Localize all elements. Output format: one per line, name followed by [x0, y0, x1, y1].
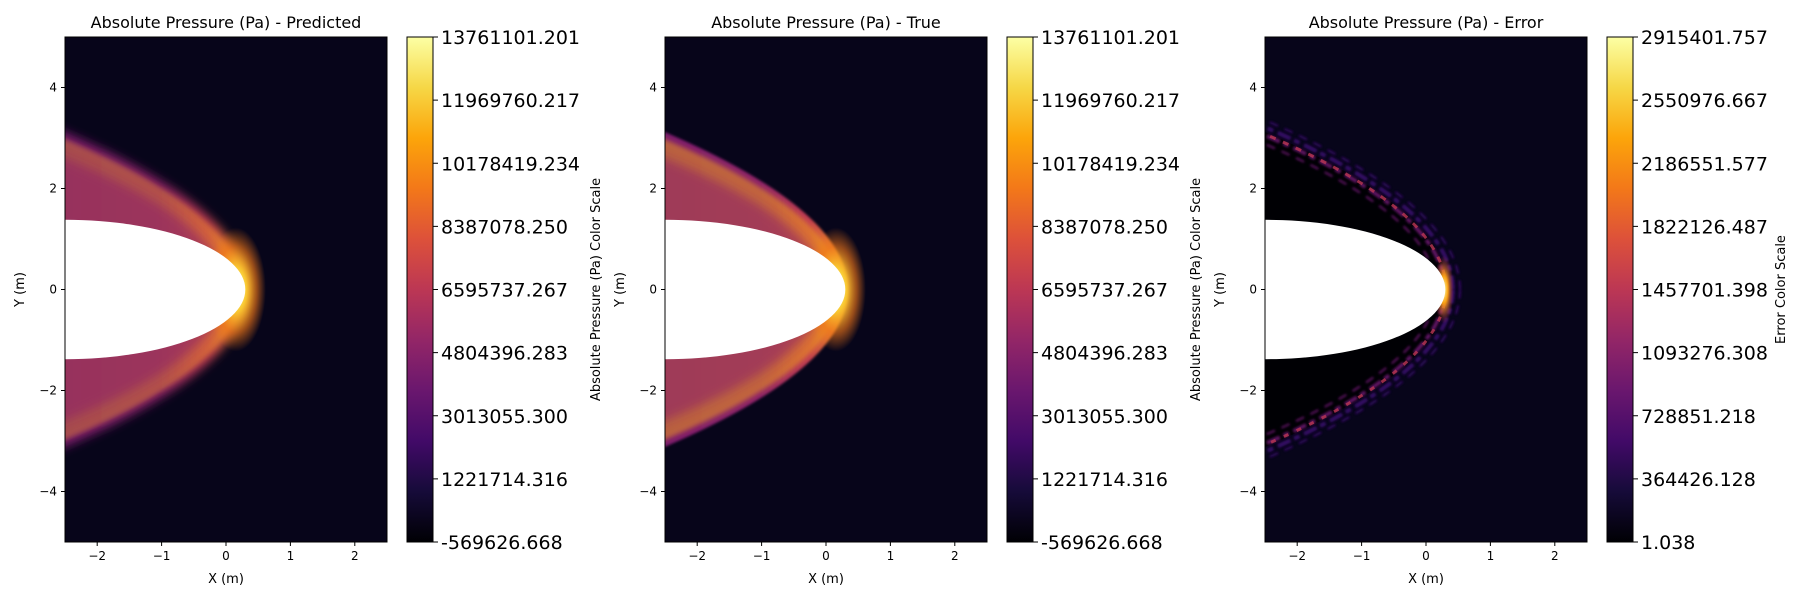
colorbar-tick-label: 4804396.283 — [441, 343, 568, 365]
x-tick-label: 2 — [351, 549, 359, 563]
chart-panel-3: Absolute Pressure (Pa) - Error −2 −1 0 1 2 −4 −… — [1213, 13, 1789, 587]
y-tick-label: 0 — [649, 283, 657, 297]
y-tick-label: −4 — [39, 485, 57, 499]
y-tick-label: −2 — [639, 384, 657, 398]
x-tick-label: 0 — [822, 549, 830, 563]
y-axis-label: Y (m) — [13, 272, 28, 308]
colorbar: 13761101.201 11969760.217 10178419.234 8387… — [1006, 27, 1204, 554]
y-tick-label: −4 — [639, 485, 657, 499]
colorbar-tick-label: 1221714.316 — [1041, 469, 1168, 491]
colorbar-tick-label: 2186551.577 — [1641, 153, 1768, 175]
error-streak — [1265, 143, 1437, 290]
y-tick-label: 2 — [49, 182, 57, 196]
colorbar-tick-label: 364426.128 — [1641, 469, 1756, 491]
error-streak — [1265, 289, 1437, 436]
x-tick-label: 1 — [287, 549, 295, 563]
colorbar-tick-label: 2915401.757 — [1641, 27, 1768, 49]
x-axis-label: X (m) — [1408, 572, 1444, 587]
x-tick-label: −2 — [88, 549, 106, 563]
colorbar-tick-label: 6595737.267 — [441, 280, 568, 302]
colorbar-tick-label: 8387078.250 — [1041, 216, 1168, 238]
x-tick-label: 2 — [1551, 549, 1559, 563]
y-axis-label: Y (m) — [613, 272, 628, 308]
colorbar-tick-label: 2550976.667 — [1641, 90, 1768, 112]
colorbar-tick-label: 11969760.217 — [1041, 90, 1180, 112]
x-axis-label: X (m) — [208, 572, 244, 587]
colorbar-gradient — [1006, 36, 1034, 543]
heatmap-field — [1265, 37, 1587, 542]
colorbar-tick-label: 10178419.234 — [441, 153, 580, 175]
colorbar-tick-label: 11969760.217 — [441, 90, 580, 112]
colorbar-label: Error Color Scale — [1774, 235, 1789, 344]
chart-title: Absolute Pressure (Pa) - True — [711, 13, 941, 32]
y-tick-label: 2 — [1249, 182, 1257, 196]
colorbar-tick-label: 6595737.267 — [1041, 280, 1168, 302]
body-mask — [665, 219, 846, 360]
y-tick-label: 0 — [49, 283, 57, 297]
colorbar-tick-label: 1457701.398 — [1641, 280, 1768, 302]
colorbar-label: Absolute Pressure (Pa) Color Scale — [589, 178, 604, 401]
colorbar-tick-label: 13761101.201 — [441, 27, 580, 49]
error-streak — [1265, 119, 1461, 290]
x-tick-label: −1 — [1353, 549, 1371, 563]
y-tick-label: 4 — [1249, 81, 1257, 95]
colorbar-tick-label: -569626.668 — [1041, 532, 1163, 554]
x-tick-label: 1 — [887, 549, 895, 563]
y-axis-label: Y (m) — [1213, 272, 1228, 308]
y-tick-label: −4 — [1239, 485, 1257, 499]
y-tick-label: 0 — [1249, 283, 1257, 297]
chart-panel-2: Absolute Pressure (Pa) - True −2 −1 0 1 2 −4 −2… — [613, 13, 1204, 587]
y-tick-label: −2 — [1239, 384, 1257, 398]
y-tick-label: 2 — [649, 182, 657, 196]
colorbar-label: Absolute Pressure (Pa) Color Scale — [1189, 178, 1204, 401]
x-tick-label: −2 — [1288, 549, 1306, 563]
colorbar-tick-label: 3013055.300 — [441, 406, 568, 428]
chart-panel-1: Absolute Pressure (Pa) - Predicted −2 −1 0 1… — [13, 13, 604, 587]
x-tick-label: 0 — [222, 549, 230, 563]
x-tick-label: 1 — [1487, 549, 1495, 563]
body-mask — [65, 219, 246, 360]
colorbar-tick-label: 3013055.300 — [1041, 406, 1168, 428]
colorbar-tick-label: 13761101.201 — [1041, 27, 1180, 49]
error-streak — [1265, 289, 1447, 447]
colorbar-tick-label: -569626.668 — [441, 532, 563, 554]
colorbar-tick-label: 1.038 — [1641, 532, 1695, 554]
colorbar-gradient — [406, 36, 434, 543]
colorbar: 2915401.757 2550976.667 2186551.577 1822126… — [1606, 27, 1789, 554]
y-tick-label: 4 — [649, 81, 657, 95]
colorbar: 13761101.201 11969760.217 10178419.234 8387… — [406, 27, 604, 554]
colorbar-tick-label: 1221714.316 — [441, 469, 568, 491]
error-streak — [1265, 132, 1447, 290]
y-tick-label: 4 — [49, 81, 57, 95]
colorbar-tick-label: 10178419.234 — [1041, 153, 1180, 175]
x-tick-label: 2 — [951, 549, 959, 563]
chart-title: Absolute Pressure (Pa) - Predicted — [91, 13, 362, 32]
heatmap-field — [665, 37, 987, 542]
colorbar-tick-label: 4804396.283 — [1041, 343, 1168, 365]
x-tick-label: −1 — [753, 549, 771, 563]
x-tick-label: −2 — [688, 549, 706, 563]
colorbar-tick-label: 728851.218 — [1641, 406, 1756, 428]
heatmap-field — [65, 37, 387, 542]
x-axis-label: X (m) — [808, 572, 844, 587]
colorbar-tick-label: 1822126.487 — [1641, 216, 1768, 238]
error-streak — [1265, 124, 1455, 290]
y-tick-label: −2 — [39, 384, 57, 398]
x-tick-label: 0 — [1422, 549, 1430, 563]
body-mask — [1265, 219, 1446, 360]
colorbar-gradient — [1606, 36, 1634, 543]
x-tick-label: −1 — [153, 549, 171, 563]
error-streak — [1265, 289, 1455, 455]
chart-title: Absolute Pressure (Pa) - Error — [1309, 13, 1544, 32]
colorbar-tick-label: 8387078.250 — [441, 216, 568, 238]
error-streak — [1265, 289, 1461, 460]
colorbar-tick-label: 1093276.308 — [1641, 343, 1768, 365]
